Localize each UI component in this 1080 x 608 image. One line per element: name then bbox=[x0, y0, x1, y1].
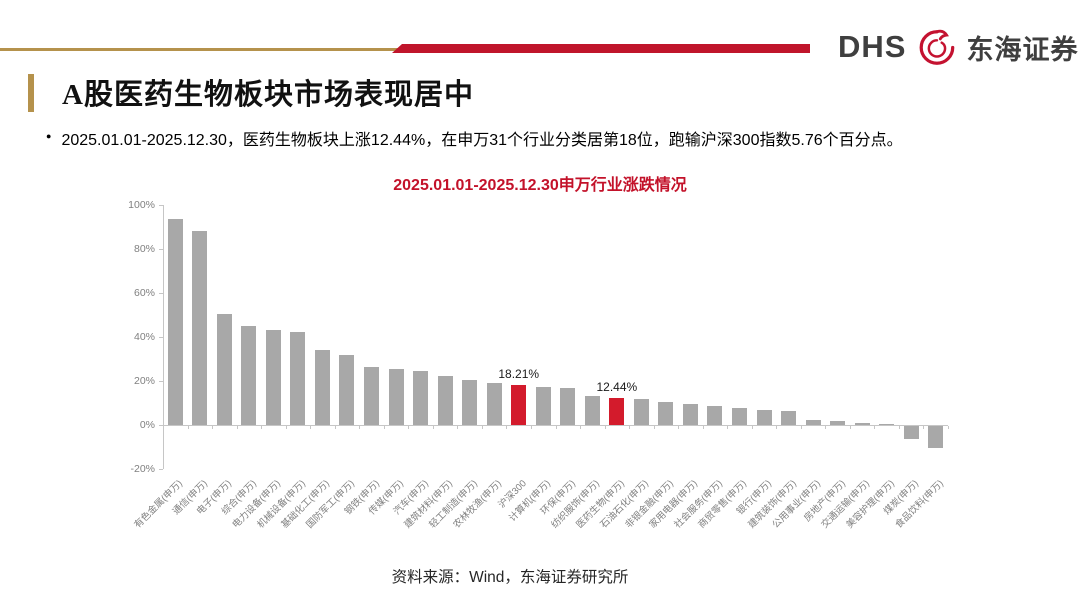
y-axis-line bbox=[163, 205, 164, 469]
bar bbox=[560, 387, 576, 425]
bar bbox=[437, 376, 453, 425]
y-axis-tick-label: 60% bbox=[133, 287, 155, 299]
x-axis-line bbox=[163, 425, 948, 426]
y-axis-tick bbox=[159, 337, 163, 338]
y-axis-tick bbox=[159, 425, 163, 426]
logo-dhs-text: DHS bbox=[838, 29, 907, 64]
category-tick bbox=[874, 426, 876, 429]
y-axis-tick-label: 80% bbox=[133, 243, 155, 255]
category-tick bbox=[580, 426, 582, 429]
category-tick bbox=[702, 426, 704, 429]
category-tick bbox=[285, 426, 287, 429]
bar bbox=[854, 422, 870, 425]
bar bbox=[584, 396, 600, 425]
category-tick bbox=[800, 426, 802, 429]
bar bbox=[731, 408, 747, 425]
category-tick bbox=[457, 426, 459, 429]
y-axis-tick bbox=[159, 249, 163, 250]
bullet-dot: ● bbox=[46, 131, 52, 141]
bar-chart: 100% 80% 60% 40% 20% 0% -20% 有色金属(申万) 通信(申万) 电子(申… bbox=[60, 195, 1040, 560]
bar bbox=[756, 409, 772, 425]
y-axis-tick-label: -20% bbox=[130, 463, 155, 475]
category-tick bbox=[481, 426, 483, 429]
bar bbox=[364, 367, 380, 425]
category-tick bbox=[629, 426, 631, 429]
bar bbox=[511, 384, 527, 425]
title-accent-bar bbox=[28, 74, 34, 112]
category-tick bbox=[432, 426, 434, 429]
category-tick bbox=[408, 426, 410, 429]
category-tick bbox=[776, 426, 778, 429]
bullet-point: ● 2025.01.01-2025.12.30，医药生物板块上涨12.44%，在… bbox=[46, 126, 1046, 150]
bar bbox=[707, 406, 723, 425]
bar bbox=[879, 424, 895, 425]
category-tick bbox=[334, 426, 336, 429]
category-tick bbox=[923, 426, 925, 429]
y-axis-tick bbox=[159, 205, 163, 206]
category-tick bbox=[163, 426, 164, 429]
bar bbox=[633, 399, 649, 425]
bar bbox=[781, 411, 797, 425]
category-tick bbox=[555, 426, 557, 429]
category-tick bbox=[261, 426, 263, 429]
bar bbox=[609, 397, 625, 425]
category-tick bbox=[825, 426, 827, 429]
data-label: 18.21% bbox=[498, 366, 540, 381]
source-note: 资料来源：Wind，东海证券研究所 bbox=[391, 569, 629, 586]
bar bbox=[314, 349, 330, 425]
bar bbox=[265, 329, 281, 425]
bar bbox=[167, 219, 183, 425]
y-axis-tick-label: 40% bbox=[133, 331, 155, 343]
y-axis-tick-label: 0% bbox=[139, 419, 155, 431]
category-tick bbox=[727, 426, 729, 429]
category-tick bbox=[653, 426, 655, 429]
bar bbox=[830, 421, 846, 425]
y-axis-tick bbox=[159, 381, 163, 382]
y-axis-tick bbox=[159, 293, 163, 294]
bar bbox=[682, 404, 698, 425]
bar bbox=[486, 383, 502, 425]
y-axis-tick bbox=[159, 469, 163, 470]
chart-title: 2025.01.01-2025.12.30申万行业涨跌情况 bbox=[393, 177, 687, 194]
header-gold-line bbox=[0, 48, 400, 51]
bar bbox=[241, 326, 257, 425]
bar bbox=[928, 426, 944, 448]
bar bbox=[192, 231, 208, 425]
category-tick bbox=[187, 426, 189, 429]
category-tick bbox=[604, 426, 606, 429]
category-tick bbox=[948, 426, 949, 429]
category-tick bbox=[530, 426, 532, 429]
category-tick bbox=[359, 426, 361, 429]
bar bbox=[290, 332, 306, 425]
category-tick bbox=[751, 426, 753, 429]
bar bbox=[413, 371, 429, 425]
bar bbox=[339, 355, 355, 425]
y-axis-tick-label: 100% bbox=[128, 199, 155, 211]
logo-company-name: 东海证券 bbox=[966, 34, 1079, 65]
data-label: 12.44% bbox=[596, 379, 638, 394]
category-tick bbox=[310, 426, 312, 429]
bar bbox=[805, 420, 821, 425]
header-red-line bbox=[392, 44, 810, 53]
category-tick bbox=[506, 426, 508, 429]
category-tick bbox=[212, 426, 214, 429]
page-title: A股医药生物板块市场表现居中 bbox=[62, 79, 474, 111]
bar bbox=[462, 380, 478, 425]
bar bbox=[216, 314, 232, 425]
company-logo: DHS 东海证券 bbox=[838, 24, 1078, 70]
category-tick bbox=[383, 426, 385, 429]
category-tick bbox=[678, 426, 680, 429]
category-tick bbox=[849, 426, 851, 429]
category-tick bbox=[236, 426, 238, 429]
bar bbox=[903, 426, 919, 439]
category-tick bbox=[898, 426, 900, 429]
dragon-logo-icon bbox=[915, 26, 957, 68]
bar bbox=[535, 386, 551, 425]
y-axis-tick-label: 20% bbox=[133, 375, 155, 387]
bullet-text: 2025.01.01-2025.12.30，医药生物板块上涨12.44%，在申万… bbox=[61, 132, 903, 149]
bar bbox=[388, 368, 404, 425]
bar bbox=[658, 401, 674, 425]
